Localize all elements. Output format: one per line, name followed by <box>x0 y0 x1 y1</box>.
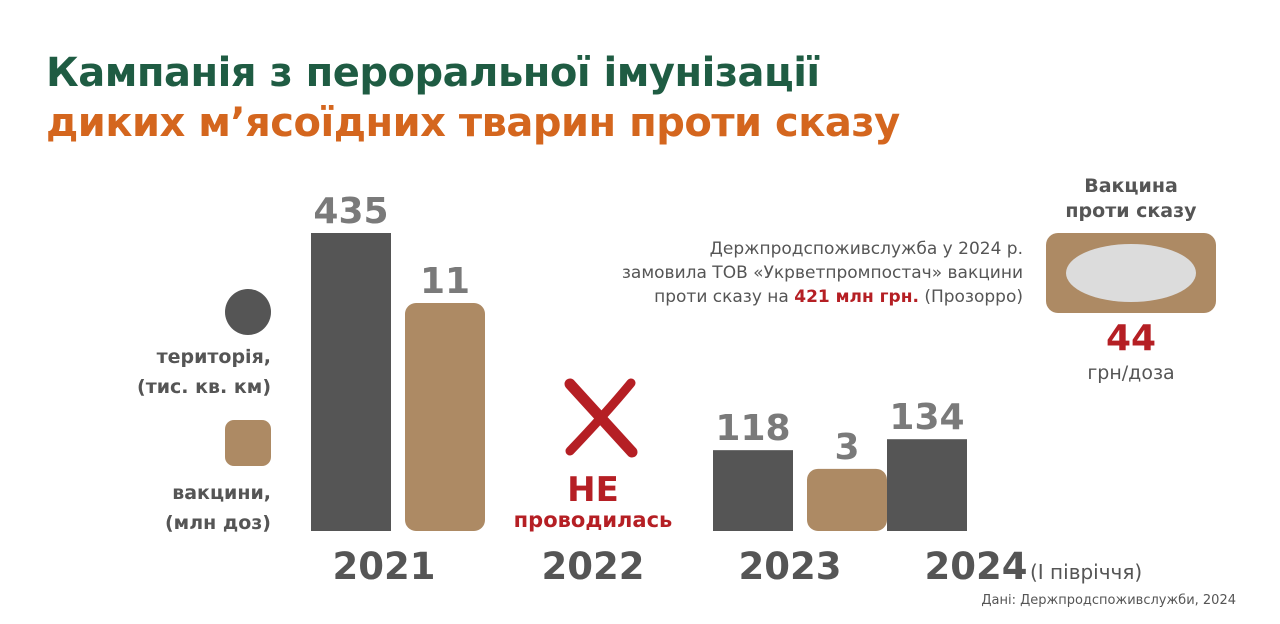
bar-territory-2023 <box>713 450 793 531</box>
cross-icon <box>564 378 638 458</box>
vaccine-heading-line1: Вакцина <box>1084 175 1178 197</box>
x-tick-2022: 2022 <box>541 545 645 588</box>
legend-territory-line2: (тис. кв. км) <box>137 376 271 398</box>
x-tick-2024: 2024 <box>924 545 1028 588</box>
x-tick-2021: 2021 <box>332 545 436 588</box>
bars-group: 435 118 134 11 3 <box>311 191 967 531</box>
data-label-territory-2021: 435 <box>313 191 388 232</box>
note-line2: замовила ТОВ «Укрветпромпостач» вакцини <box>621 263 1023 283</box>
half-year-note: (І півріччя) <box>1030 560 1143 584</box>
legend-vaccines-swatch <box>225 420 271 466</box>
bar-vaccines-2023 <box>807 468 887 531</box>
bar-territory-2021 <box>311 233 391 531</box>
vaccine-price-value: 44 <box>1105 318 1157 359</box>
note-line3-pre: проти сказу на <box>654 287 795 307</box>
note-line3-post: (Прозорро) <box>918 287 1023 307</box>
note-line1: Держпродспоживслужба у 2024 р. <box>709 239 1023 259</box>
chart-title-line2: диких м’ясоїдних тварин проти сказу <box>46 100 900 146</box>
not-held-line1: НЕ <box>567 470 619 510</box>
vaccine-price-unit: грн/доза <box>1087 362 1175 384</box>
data-source: Дані: Держпродспоживслужби, 2024 <box>981 593 1236 608</box>
legend-territory-line1: територія, <box>156 346 271 368</box>
note-amount-highlight: 421 млн грн. <box>794 287 919 307</box>
legend-territory-swatch <box>225 289 271 335</box>
data-label-territory-2023: 118 <box>715 408 790 449</box>
legend-vaccines-line2: (млн доз) <box>165 512 271 534</box>
vaccine-bait-ellipse <box>1066 244 1196 302</box>
data-label-territory-2024: 134 <box>889 397 964 438</box>
x-tick-2023: 2023 <box>738 545 842 588</box>
legend-vaccines-line1: вакцини, <box>172 482 271 504</box>
bar-territory-2024 <box>887 439 967 531</box>
not-held-line2: проводилась <box>513 508 673 532</box>
bar-vaccines-2021 <box>405 303 485 531</box>
data-label-vaccines-2021: 11 <box>420 261 470 302</box>
vaccine-heading-line2: проти сказу <box>1065 200 1197 222</box>
vaccine-heading: Вакцина проти сказу <box>1046 174 1216 224</box>
legend-vaccines-label: вакцини, (млн доз) <box>165 478 271 538</box>
legend-territory-label: територія, (тис. кв. км) <box>137 342 271 402</box>
data-label-vaccines-2023: 3 <box>834 427 859 468</box>
chart-title-line1: Кампанія з пероральної імунізації <box>46 50 820 96</box>
procurement-note: Держпродспоживслужба у 2024 р. замовила … <box>622 237 1023 309</box>
note-line3: проти сказу на 421 млн грн. (Прозорро) <box>622 285 1023 309</box>
